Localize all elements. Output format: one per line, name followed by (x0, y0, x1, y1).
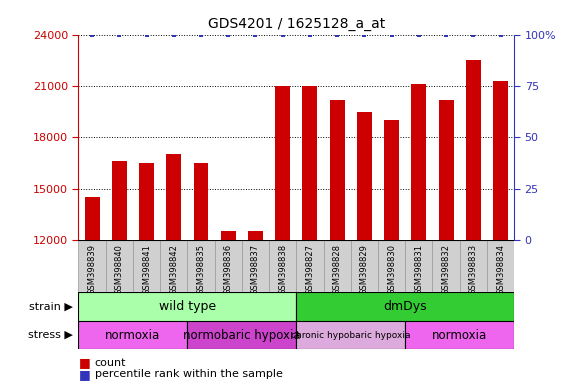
Text: GSM398830: GSM398830 (387, 244, 396, 295)
Bar (112, 161, 127, 240)
Point (196, 31, 206, 38)
Point (332, 31, 342, 38)
Text: wild type: wild type (159, 300, 216, 313)
Bar (296, 292, 514, 321)
Bar (406, 240, 432, 292)
Point (442, 31, 451, 38)
Bar (248, 232, 263, 240)
Point (169, 31, 178, 38)
Bar (378, 240, 406, 292)
Text: GSM398835: GSM398835 (196, 244, 206, 295)
Text: GSM398829: GSM398829 (360, 244, 369, 295)
Text: normoxia: normoxia (105, 329, 160, 341)
Point (305, 31, 314, 38)
Text: normobaric hypoxia: normobaric hypoxia (183, 329, 300, 341)
Bar (487, 240, 514, 292)
Text: GSM398842: GSM398842 (169, 244, 178, 295)
Point (224, 31, 233, 38)
Point (114, 31, 124, 38)
Text: chronic hypobaric hypoxia: chronic hypobaric hypoxia (291, 331, 411, 339)
Point (278, 31, 288, 38)
Point (387, 31, 396, 38)
Text: GSM398841: GSM398841 (142, 244, 151, 295)
Bar (106, 240, 133, 292)
Text: GSM398832: GSM398832 (442, 244, 451, 295)
Text: dmDys: dmDys (383, 300, 427, 313)
Bar (439, 99, 454, 240)
Bar (296, 321, 406, 349)
Text: strain ▶: strain ▶ (28, 301, 73, 311)
Point (414, 31, 424, 38)
Bar (411, 84, 426, 240)
Bar (139, 163, 154, 240)
Text: count: count (95, 358, 126, 368)
Point (469, 31, 478, 38)
Bar (193, 163, 209, 240)
Bar (329, 99, 345, 240)
Bar (432, 240, 460, 292)
Bar (214, 240, 242, 292)
Title: GDS4201 / 1625128_a_at: GDS4201 / 1625128_a_at (207, 17, 385, 31)
Text: normoxia: normoxia (432, 329, 487, 341)
Point (142, 31, 151, 38)
Bar (296, 240, 324, 292)
Text: GSM398828: GSM398828 (333, 244, 342, 295)
Bar (493, 81, 508, 240)
Text: GSM398840: GSM398840 (115, 244, 124, 295)
Bar (357, 112, 372, 240)
Bar (78, 292, 296, 321)
Text: GSM398836: GSM398836 (224, 244, 233, 295)
Text: GSM398831: GSM398831 (414, 244, 424, 295)
Text: percentile rank within the sample: percentile rank within the sample (95, 369, 282, 379)
Text: GSM398837: GSM398837 (251, 244, 260, 295)
Bar (242, 240, 269, 292)
Text: GSM398834: GSM398834 (496, 244, 505, 295)
Bar (160, 240, 187, 292)
Bar (133, 240, 160, 292)
Bar (324, 240, 351, 292)
Bar (221, 232, 236, 240)
Point (251, 31, 260, 38)
Bar (187, 321, 296, 349)
Point (360, 31, 369, 38)
Text: stress ▶: stress ▶ (28, 330, 73, 340)
Text: GSM398827: GSM398827 (306, 244, 314, 295)
Bar (384, 120, 399, 240)
Bar (187, 240, 214, 292)
Text: GSM398838: GSM398838 (278, 244, 287, 295)
Bar (351, 240, 378, 292)
Bar (85, 197, 99, 240)
Bar (166, 154, 181, 240)
Bar (275, 86, 290, 240)
Bar (466, 60, 481, 240)
Text: GSM398833: GSM398833 (469, 244, 478, 295)
Text: ■: ■ (78, 356, 90, 369)
Bar (406, 321, 514, 349)
Bar (78, 240, 106, 292)
Text: ■: ■ (78, 368, 90, 381)
Bar (269, 240, 296, 292)
Bar (460, 240, 487, 292)
Bar (78, 321, 187, 349)
Text: GSM398839: GSM398839 (88, 244, 96, 295)
Point (87, 31, 96, 38)
Bar (303, 86, 317, 240)
Point (496, 31, 505, 38)
